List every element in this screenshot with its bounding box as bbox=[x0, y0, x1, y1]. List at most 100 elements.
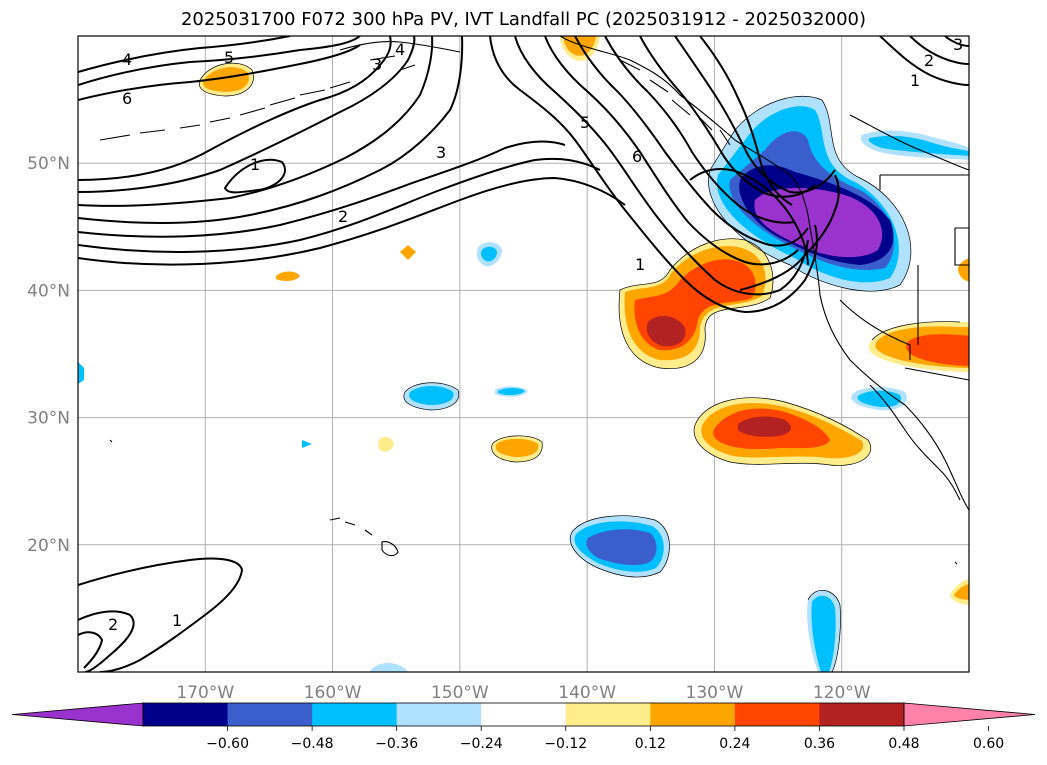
colorbar-bin bbox=[396, 703, 482, 726]
border-state-1 bbox=[879, 175, 969, 275]
colorbar-tick-label: −0.12 bbox=[544, 736, 587, 752]
hawaii-islands bbox=[329, 517, 399, 557]
coast-alaska-penin bbox=[339, 40, 461, 71]
pv-contours bbox=[78, 36, 969, 672]
colorbar-frame bbox=[142, 702, 905, 727]
lon-tick-label: 120°W bbox=[813, 683, 871, 703]
colorbar-tick-label: 0.60 bbox=[973, 736, 1004, 752]
neg-anomaly-c-inner bbox=[498, 388, 525, 396]
colorbar-tick-label: 0.36 bbox=[804, 736, 835, 752]
coast-bc bbox=[849, 114, 969, 171]
contour-label: 1 bbox=[172, 611, 182, 630]
pv-contour-d bbox=[78, 36, 464, 224]
map-panel[interactable] bbox=[78, 36, 969, 672]
pos-anomaly-e bbox=[400, 245, 416, 260]
pv-contour-a bbox=[78, 36, 392, 181]
colorbar: −0.60 −0.48 −0.36 −0.24 −0.12 0.12 0.24 0.36 0.4… bbox=[11, 702, 1036, 752]
colorbar-bin bbox=[734, 703, 820, 726]
neg-anomaly-a-inner bbox=[409, 386, 454, 405]
lat-tick-label: 50°N bbox=[27, 154, 70, 174]
pv-contour-j bbox=[544, 36, 799, 266]
contour-label: 6 bbox=[122, 89, 132, 108]
pos-anomaly-g bbox=[378, 436, 394, 452]
coast-aleutians bbox=[99, 81, 351, 141]
pv-contour-g bbox=[78, 176, 626, 266]
neg-anomaly-b-inner bbox=[481, 246, 497, 262]
contour-label: 3 bbox=[436, 143, 446, 162]
lon-tick-label: 150°W bbox=[431, 683, 489, 703]
coastlines bbox=[99, 36, 969, 565]
colorbar-tick-label: 0.48 bbox=[888, 736, 919, 752]
contour-label: 6 bbox=[632, 147, 642, 166]
pv-contour-q bbox=[689, 168, 809, 266]
pv-contour-1-ne bbox=[879, 36, 969, 86]
contour-label: 1 bbox=[635, 255, 645, 274]
neg-anomaly-bc-inner bbox=[868, 135, 969, 156]
coast-us-west bbox=[807, 214, 969, 511]
contour-label: 2 bbox=[924, 51, 934, 70]
neg-anomaly-l bbox=[302, 440, 312, 448]
lon-tick-label: 170°W bbox=[176, 683, 234, 703]
lat-axis: 50°N 40°N 30°N 20°N bbox=[27, 154, 70, 556]
lat-tick-label: 40°N bbox=[27, 281, 70, 301]
colorbar-bin bbox=[650, 703, 736, 726]
pos-anomaly-f bbox=[276, 271, 300, 281]
pv-contour-e bbox=[78, 140, 566, 238]
pos-anomaly-ca-048 bbox=[646, 316, 686, 347]
colorbar-tick-label: 0.24 bbox=[719, 736, 750, 752]
pv-contour-n bbox=[674, 36, 836, 194]
colorbar-bin bbox=[481, 703, 567, 726]
pv-contour-2-ne bbox=[909, 36, 969, 65]
plot-frame bbox=[77, 35, 970, 673]
colorbar-tick-label: 0.12 bbox=[635, 736, 666, 752]
neg-anomaly-narrow-inner bbox=[811, 595, 836, 672]
pv-contour-h bbox=[489, 36, 818, 314]
neg-anomaly-south-036 bbox=[586, 529, 657, 566]
colorbar-bin bbox=[819, 703, 905, 726]
colorbar-extend-high bbox=[903, 702, 1036, 727]
colorbar-extend-low bbox=[11, 702, 144, 727]
pv-contour-5-nw bbox=[78, 36, 361, 86]
lon-tick-label: 140°W bbox=[558, 683, 616, 703]
pv-contour-2-sw bbox=[78, 610, 135, 672]
neg-anomaly-pnw-060 bbox=[754, 188, 883, 258]
lat-tick-label: 20°N bbox=[27, 536, 70, 556]
contour-label: 3 bbox=[953, 35, 963, 54]
colorbar-tick-label: −0.48 bbox=[291, 736, 334, 752]
colorbar-tick-label: −0.36 bbox=[375, 736, 418, 752]
pos-anomaly-i bbox=[958, 258, 969, 282]
map-title: 2025031700 F072 300 hPa PV, IVT Landfall… bbox=[180, 9, 867, 30]
colorbar-tick-label: −0.60 bbox=[206, 736, 249, 752]
pc-outlines bbox=[198, 62, 961, 672]
pv-contour-4-nw bbox=[78, 36, 291, 73]
pv-contour-6-nw bbox=[78, 44, 361, 101]
pv-contour-l bbox=[604, 36, 796, 224]
border-state-2 bbox=[839, 265, 919, 360]
lat-tick-label: 30°N bbox=[27, 409, 70, 429]
pv-contour-1-sw bbox=[78, 557, 244, 672]
colorbar-bin bbox=[143, 703, 229, 726]
pv-contour-3-ne bbox=[944, 36, 969, 47]
contour-label: 4 bbox=[395, 40, 405, 59]
pv-contour-f bbox=[78, 157, 601, 253]
border-mexico bbox=[904, 367, 969, 381]
lon-tick-label: 160°W bbox=[304, 683, 362, 703]
pv-contour-o bbox=[699, 36, 793, 206]
colorbar-tick-label: −0.24 bbox=[460, 736, 503, 752]
neg-anomaly-j bbox=[370, 663, 408, 672]
contour-label: 3 bbox=[372, 55, 382, 74]
coast-baja bbox=[869, 384, 961, 501]
contour-label: 1 bbox=[250, 155, 260, 174]
contour-label: 5 bbox=[580, 113, 590, 132]
contour-label: 4 bbox=[122, 50, 132, 69]
pos-anomaly-socal-036 bbox=[906, 334, 969, 366]
pv-contour-b bbox=[78, 36, 416, 193]
pos-anomaly-sub-048 bbox=[738, 416, 791, 437]
lon-tick-label: 130°W bbox=[686, 683, 744, 703]
lon-axis: 170°W 160°W 150°W 140°W 130°W 120°W bbox=[176, 683, 870, 703]
colorbar-bin bbox=[227, 703, 313, 726]
pos-anomaly-nw-inner bbox=[203, 67, 249, 92]
pv-contour-3-sw bbox=[78, 631, 104, 669]
pv-contour-i bbox=[514, 36, 809, 296]
